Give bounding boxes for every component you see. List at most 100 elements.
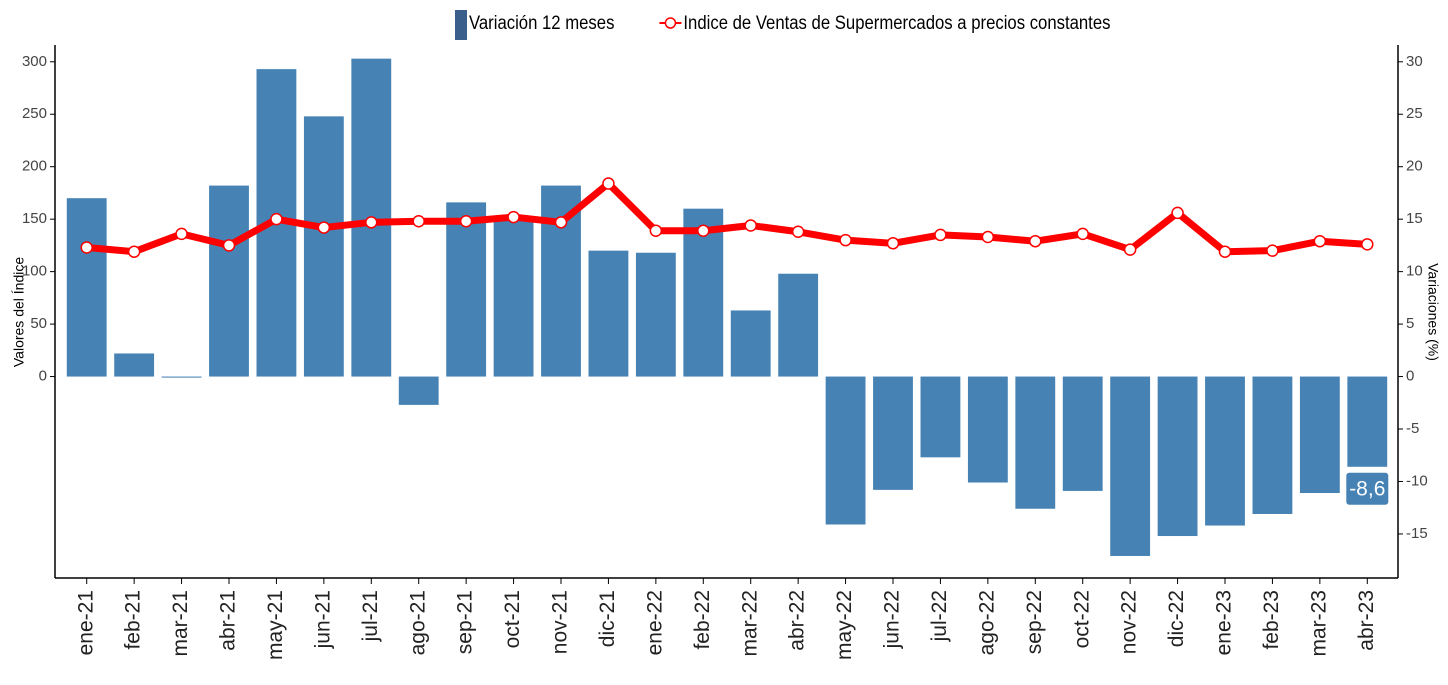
legend-label: Variación 12 meses [469,12,614,33]
line-marker [1218,245,1232,258]
legend-marker [664,17,677,29]
bar [1062,376,1103,491]
y-axis-label: Valores del Índice [11,257,27,367]
bar [446,202,487,377]
x-tick-label: ene-21 [74,590,97,655]
bar [1299,376,1340,494]
bar [66,198,107,377]
y2-tick-label: 15 [1406,210,1423,227]
line-marker [80,241,93,254]
legend-swatch [455,10,467,40]
bar [778,273,819,377]
bar [588,250,629,377]
bar [635,252,676,377]
x-tick-label: ene-22 [643,590,666,655]
x-tick-label: abr-21 [217,590,240,651]
x-tick-label: mar-23 [1307,590,1330,657]
value-label-box [1346,472,1389,505]
bar [967,376,1008,483]
line-marker [649,224,663,237]
line-marker [365,216,378,229]
bar [1205,376,1245,526]
y2-tick-label: 20 [1406,158,1423,175]
x-tick-label: jul-21 [359,590,382,642]
x-tick-label: jul-22 [928,590,951,642]
line [86,179,1368,256]
bar [493,217,534,377]
x-tick-label: ene-23 [1213,590,1236,655]
x-tick-label: dic-21 [596,590,619,647]
bar [303,116,344,377]
line-marker [412,215,425,228]
y-tick-label: 150 [22,210,47,227]
x-tick-label: feb-22 [691,590,714,650]
bar [825,376,866,525]
y2-tick-label: 25 [1406,105,1423,122]
x-tick-label: sep-21 [454,590,477,654]
x-tick-label: jun-22 [881,590,904,649]
x-tick-label: feb-21 [122,590,145,650]
line-marker [1123,243,1137,256]
line-marker [1029,234,1042,248]
y2-tick-label: 5 [1406,315,1414,332]
y2-tick-label: 0 [1406,368,1414,385]
line-marker [1313,234,1327,248]
x-tick-label: sep-22 [1023,590,1046,654]
bar [1347,376,1388,467]
line-marker [317,221,331,234]
bar [114,353,155,377]
y2-tick-label: 10 [1406,263,1423,280]
x-tick-label: abr-22 [786,590,809,651]
bar [1252,376,1293,514]
y-tick-label: 100 [22,263,47,280]
bar [1110,376,1151,556]
line-marker [744,219,757,232]
bar [209,185,249,377]
x-tick-label: mar-21 [169,590,192,657]
y2-tick-label: -15 [1406,525,1428,542]
x-tick-label: may-21 [264,590,287,660]
line-marker [886,237,900,250]
legend: Variación 12 meses Indice de Ventas de Su… [455,10,1111,40]
line-marker [1076,227,1089,241]
bar [920,376,961,458]
x-tick-label: nov-21 [549,590,572,654]
bar [398,376,439,405]
line-marker [1266,244,1279,257]
x-tick-label: oct-22 [1070,590,1093,648]
line-marker [697,224,710,237]
x-tick-label: jun-21 [311,590,334,649]
x-tick-label: nov-22 [1118,590,1141,654]
line-marker [981,230,995,244]
x-tick-label: dic-22 [1165,590,1188,647]
line-marker [270,212,283,226]
bar [1015,376,1056,509]
bar [1157,376,1198,537]
y2-tick-label: -5 [1406,420,1419,437]
line-marker [554,216,568,229]
line-marker [1171,206,1184,220]
bar [873,376,913,490]
bar [161,376,202,378]
x-tick-label: abr-23 [1355,590,1378,651]
x-tick-label: may-22 [833,590,856,660]
line-marker [791,225,805,239]
line-marker [1361,238,1374,251]
y-tick-label: 50 [30,315,47,332]
y-tick-label: 250 [22,105,47,122]
line-marker [175,227,188,241]
line-marker [222,239,236,252]
line-marker [127,245,141,258]
y-tick-label: 200 [22,158,47,175]
line-marker [602,177,615,190]
x-tick-label: ago-22 [975,590,998,655]
x-tick-label: ago-21 [406,590,429,655]
y-tick-label: 0 [39,368,47,385]
y2-axis-label: Variaciones (%) [1425,263,1441,361]
y2-tick-label: 30 [1406,53,1423,70]
line-marker [459,215,473,228]
legend-label: Indice de Ventas de Supermercados a prec… [683,12,1110,33]
line-marker [934,228,947,242]
value-label: -8,6 [1349,477,1385,500]
x-tick-label: feb-23 [1260,590,1283,650]
